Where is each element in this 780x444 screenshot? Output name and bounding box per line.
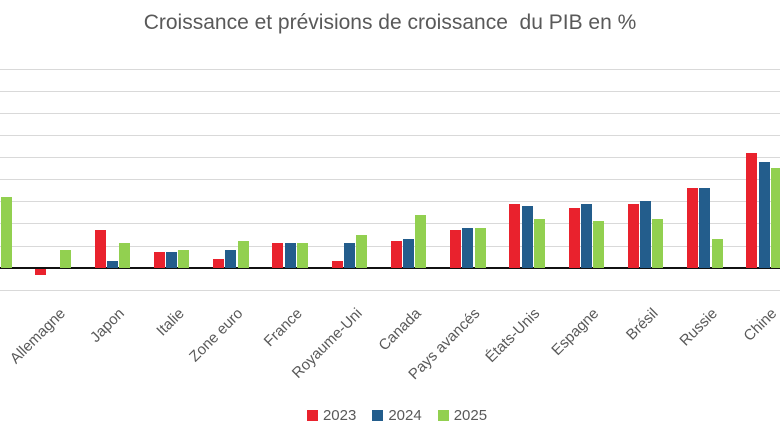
bar-2025-Russie [711,238,723,268]
legend-swatch-2024 [372,410,384,421]
legend-label-2025: 2025 [453,407,488,424]
bar-2023-Canada [390,241,402,268]
bar-2023-Royaume-Uni [331,261,343,268]
bar-2023-Russie [687,188,698,268]
bar-2025-clipped-left [0,196,12,268]
category-label-Japon: Japon [87,305,129,346]
category-label-Italie: Italie [153,305,188,340]
legend-item-2025: 2025 [437,407,488,424]
bar-2023-Pays avancés [450,230,461,268]
bar-2025-États-Unis [533,219,545,268]
category-label-Allemagne: Allemagne [6,305,70,368]
category-label-Espagne: Espagne [548,305,603,359]
bar-2024-Brésil [640,201,651,268]
chart-legend: 2023 2024 2025 [7,407,780,424]
bar-2023-Japon [94,230,106,268]
bar-2024-Zone euro [225,249,237,268]
bar-2025-Zone euro [237,241,249,268]
category-label-Canada: Canada [375,305,425,355]
category-label-France: France [261,305,307,351]
bar-2025-Pays avancés [474,227,486,268]
gridline-5 [0,157,780,159]
category-label-Chine: Chine [740,305,780,345]
bar-2024-Chine [758,161,770,268]
legend-label-2024: 2024 [388,407,422,424]
bar-2025-Brésil [652,219,664,268]
bar-2024-États-Unis [521,205,533,268]
bar-2024-Japon [106,261,118,268]
bar-2023-Chine [746,152,758,268]
gridline-9 [0,68,780,70]
category-label-États-Unis: États-Unis [482,305,544,366]
bar-2023-Brésil [627,203,639,268]
legend-label-2023: 2023 [322,407,357,424]
bar-2025-Japon [119,243,131,268]
gridline-3 [0,201,780,203]
bar-2024-Pays avancés [462,227,474,268]
chart-title: Croissance et prévisions de croissance d… [143,11,637,34]
bar-2025-Allemagne [59,249,71,268]
category-label-Zone euro: Zone euro [186,305,247,366]
category-label-Brésil: Brésil [622,305,662,344]
bar-2025-Italie [178,249,190,268]
bar-2024-Russie [699,188,711,268]
legend-item-2023: 2023 [306,407,357,424]
bar-2024-Espagne [580,203,592,268]
legend-swatch-2023 [306,410,318,421]
bar-2024-France [284,243,296,268]
bar-2024-Royaume-Uni [343,243,355,268]
gridline-7 [0,112,780,114]
bar-2023-France [272,243,284,268]
bar-2023-Italie [153,252,165,268]
bar-2025-France [296,243,308,268]
bar-2024-Canada [403,238,415,268]
bar-2024-Italie [166,252,178,268]
legend-swatch-2025 [437,410,449,421]
gridline--1 [0,289,780,291]
category-label-Russie: Russie [676,305,721,350]
bar-2025-Chine [770,168,780,268]
gridline-2 [0,223,780,225]
bar-2025-Royaume-Uni [356,234,368,268]
bar-2023-Zone euro [213,258,224,268]
bar-2025-Canada [415,214,427,268]
gridline-8 [0,90,780,92]
bar-2023-États-Unis [509,203,521,268]
bar-2025-Espagne [593,221,605,268]
gridline-4 [0,179,780,181]
gridline-6 [0,135,780,136]
bar-2023-Espagne [568,207,580,268]
x-axis [0,267,780,269]
legend-item-2024: 2024 [372,407,422,424]
bar-2023-Allemagne [35,268,47,276]
gridline-1 [0,245,780,247]
